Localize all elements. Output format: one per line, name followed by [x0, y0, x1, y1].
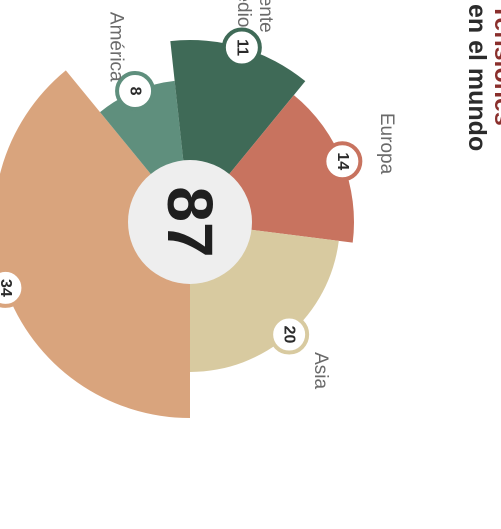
value-badge-asia: 20 — [269, 314, 310, 355]
value-badge-africa: 34 — [0, 267, 26, 308]
value-label-asia: 20 — [281, 326, 298, 344]
value-label-oriente-medio: 11 — [233, 39, 250, 56]
value-badge-america: 8 — [115, 71, 156, 112]
center-circle — [128, 160, 252, 284]
chart-subtitle: en el mundo — [462, 4, 491, 152]
total-value: 87 — [154, 186, 226, 257]
value-badge-europa: 14 — [322, 141, 363, 182]
category-label-america: América — [106, 12, 127, 82]
value-badge-circle — [269, 314, 310, 355]
category-label-line: Oriente — [255, 0, 276, 33]
value-label-europa: 14 — [334, 152, 351, 170]
value-label-america: 8 — [127, 87, 144, 96]
value-badge-circle — [0, 267, 26, 308]
category-label-line: Asia — [310, 352, 331, 389]
category-label-line: Europa — [376, 113, 397, 175]
value-badge-circle — [115, 71, 156, 112]
chart-title: Tensiones — [489, 4, 501, 126]
value-label-africa: 34 — [0, 279, 14, 297]
chart-heading: Tensiones en el mundo — [462, 4, 501, 152]
chart-slices — [0, 40, 354, 418]
category-label-asia: Asia — [310, 352, 331, 389]
value-badge-circle — [221, 27, 262, 68]
category-label-europa: Europa — [376, 113, 397, 175]
category-label-line: Medio — [234, 0, 255, 27]
chart-labels: 34África8América11OrienteMedio14Europa20… — [0, 0, 397, 389]
slice-africa — [0, 70, 190, 418]
category-label-oriente-medio: OrienteMedio — [234, 0, 277, 33]
value-badge-circle — [322, 141, 363, 182]
value-badge-oriente-medio: 11 — [221, 27, 262, 68]
chart-center: 87 — [128, 160, 252, 284]
category-label-line: América — [106, 12, 127, 82]
